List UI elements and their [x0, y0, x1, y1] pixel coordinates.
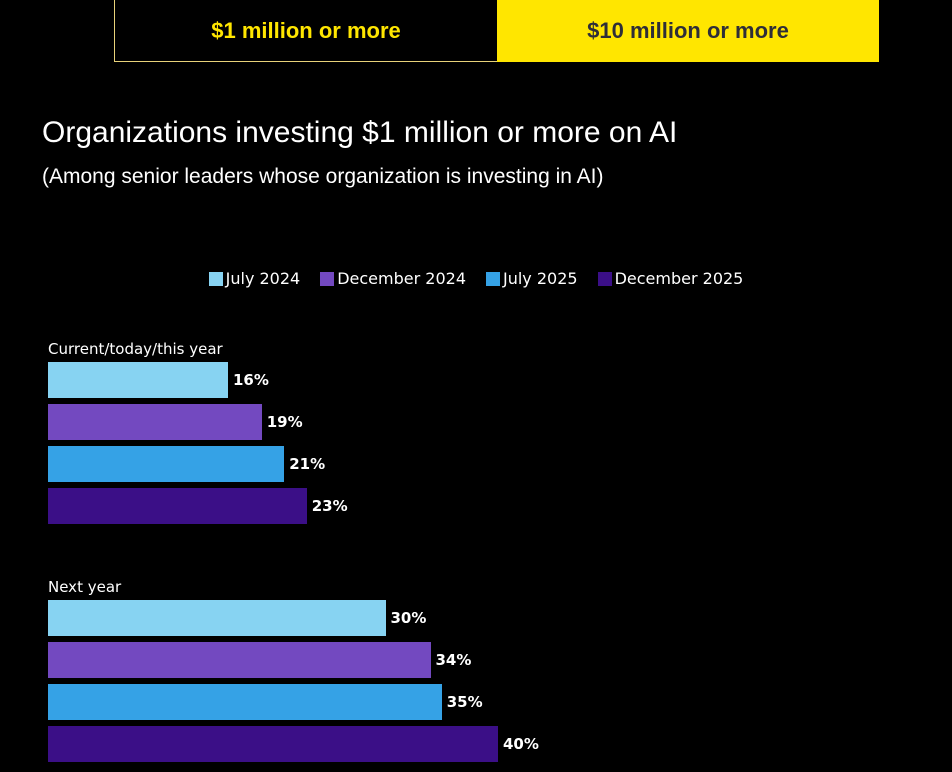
legend-item: July 2024	[208, 269, 301, 288]
legend-item: December 2025	[597, 269, 744, 288]
bar	[48, 726, 498, 762]
bar	[48, 600, 386, 636]
data-label: 40%	[503, 735, 539, 753]
data-label: 30%	[390, 609, 427, 627]
legend-item: July 2025	[486, 269, 578, 288]
bar	[48, 404, 262, 440]
data-label: 21%	[289, 455, 326, 473]
tab-1-million[interactable]: $1 million or more	[114, 0, 498, 62]
bar	[48, 488, 307, 524]
legend-swatch	[486, 271, 500, 286]
data-label: 23%	[311, 497, 348, 515]
data-label: 19%	[266, 413, 303, 431]
legend-label: December 2024	[337, 269, 466, 288]
legend-swatch	[208, 271, 223, 286]
category-label: Next year	[48, 578, 122, 596]
category-label: Current/today/this year	[48, 340, 223, 358]
tab-10-million[interactable]: $10 million or more	[497, 0, 879, 62]
legend-swatch	[320, 271, 335, 286]
data-label: 16%	[233, 371, 269, 389]
data-label: 35%	[446, 693, 483, 711]
legend-label: July 2024	[225, 269, 301, 288]
legend-label: December 2025	[614, 269, 744, 288]
legend-swatch	[597, 271, 612, 286]
bar	[48, 684, 442, 720]
bar	[48, 362, 228, 398]
data-label: 34%	[435, 651, 472, 669]
chart-title: Organizations investing $1 million or mo…	[42, 116, 678, 149]
legend-label: July 2025	[503, 269, 578, 288]
legend: July 2024 December 2024 July 2025 December …	[0, 269, 952, 288]
legend-item: December 2024	[320, 269, 466, 288]
bar	[48, 446, 285, 482]
chart-subtitle: (Among senior leaders whose organization…	[42, 165, 604, 188]
bar	[48, 642, 431, 678]
